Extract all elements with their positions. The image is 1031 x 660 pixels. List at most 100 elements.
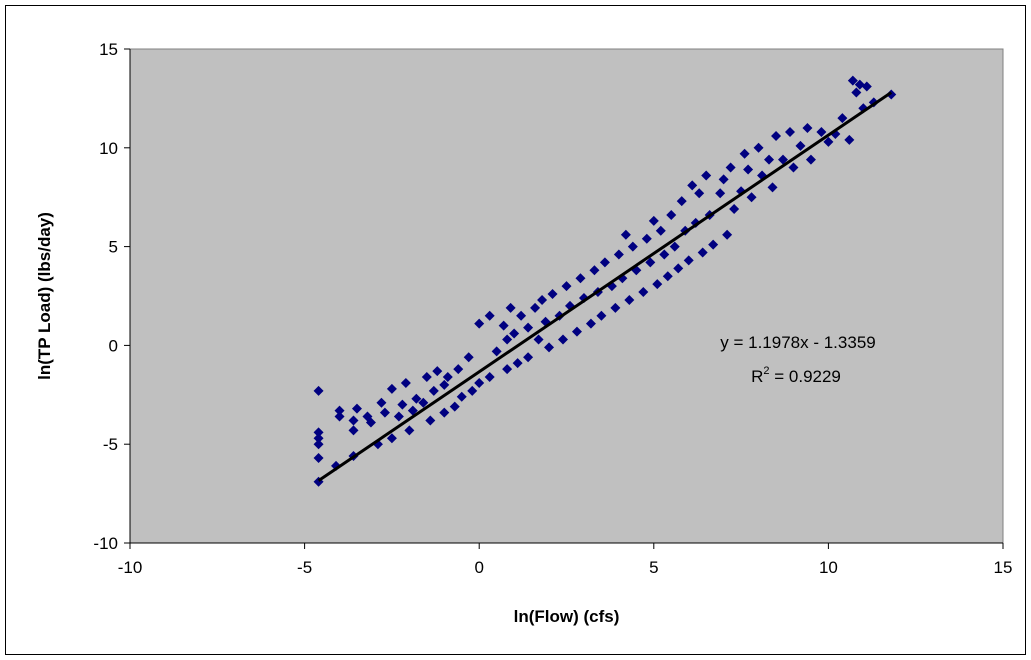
data-point (746, 192, 757, 203)
data-point (627, 241, 638, 252)
x-tick-label: 15 (994, 558, 1013, 577)
data-point (854, 79, 865, 90)
data-point (715, 188, 726, 199)
x-axis-title: ln(Flow) (cfs) (514, 607, 620, 626)
data-point (313, 427, 324, 438)
data-point (739, 148, 750, 159)
data-point (456, 391, 467, 402)
data-point (386, 383, 397, 394)
data-point (348, 425, 359, 436)
data-point (334, 405, 345, 416)
data-point (596, 310, 607, 321)
data-point (365, 417, 376, 428)
data-point (673, 263, 684, 274)
data-point (491, 346, 502, 357)
trendline (317, 91, 893, 482)
data-point (512, 358, 523, 369)
data-point (376, 397, 387, 408)
data-point (523, 352, 534, 363)
data-point (683, 255, 694, 266)
data-point (393, 411, 404, 422)
data-point (432, 366, 443, 377)
data-point (718, 174, 729, 185)
points-layer (313, 75, 897, 487)
data-point (407, 405, 418, 416)
data-point (348, 415, 359, 426)
data-point (467, 385, 478, 396)
chart-frame: -10 -5 0 5 10 15 -10 -5 0 5 10 15 y = 1.1978x - 1.3… (5, 5, 1026, 655)
x-tick-label: -10 (118, 558, 143, 577)
data-point (676, 196, 687, 207)
data-point (558, 334, 569, 345)
data-point (795, 140, 806, 151)
data-point (516, 310, 527, 321)
data-point (474, 377, 485, 388)
data-point (784, 126, 795, 137)
data-point (659, 249, 670, 260)
data-point (641, 233, 652, 244)
data-point (753, 142, 764, 153)
data-point (442, 372, 453, 383)
data-point (418, 397, 429, 408)
data-point (729, 204, 740, 215)
x-tick-label: -5 (297, 558, 312, 577)
data-point (589, 265, 600, 276)
data-point (439, 379, 450, 390)
axes-layer: -10 -5 0 5 10 15 -10 -5 0 5 10 15 (93, 40, 1012, 577)
scatter-chart: -10 -5 0 5 10 15 -10 -5 0 5 10 15 y = 1.1978x - 1.3… (35, 40, 1012, 626)
y-tick-label: 15 (99, 40, 118, 59)
data-point (484, 372, 495, 383)
data-point (662, 271, 673, 282)
data-point (638, 287, 649, 298)
data-point (610, 302, 621, 313)
data-point (502, 334, 513, 345)
data-point (523, 322, 534, 333)
data-point (453, 364, 464, 375)
x-tick-label: 5 (649, 558, 658, 577)
data-point (767, 182, 778, 193)
y-tick-label: -5 (103, 435, 118, 454)
data-point (694, 188, 705, 199)
data-point (771, 130, 782, 141)
data-point (379, 407, 390, 418)
data-point (823, 136, 834, 147)
data-point (620, 229, 631, 240)
plot-area (129, 48, 1004, 544)
data-point (439, 407, 450, 418)
x-tick-label: 0 (474, 558, 483, 577)
data-point (498, 320, 509, 331)
data-point (351, 403, 362, 414)
data-point (669, 241, 680, 252)
data-point (805, 154, 816, 165)
data-point (687, 180, 698, 191)
data-point (851, 87, 862, 98)
data-point (397, 399, 408, 410)
data-point (544, 342, 555, 353)
data-point (886, 89, 897, 100)
data-point (599, 257, 610, 268)
data-point (313, 453, 324, 464)
data-point (701, 170, 712, 181)
r-squared-prefix: R (751, 367, 763, 386)
data-point (652, 279, 663, 290)
data-point (624, 294, 635, 305)
data-point (613, 249, 624, 260)
data-point (666, 209, 677, 220)
data-point (411, 393, 422, 404)
data-point (816, 126, 827, 137)
data-point (743, 164, 754, 175)
data-point (313, 433, 324, 444)
data-point (509, 328, 520, 339)
data-point (463, 352, 474, 363)
data-point (571, 326, 582, 337)
data-point (764, 154, 775, 165)
data-point (428, 385, 439, 396)
data-point (847, 75, 858, 86)
data-point (861, 81, 872, 92)
data-point (645, 257, 656, 268)
data-point (484, 310, 495, 321)
data-point (788, 162, 799, 173)
data-point (844, 134, 855, 145)
data-point (404, 425, 415, 436)
r-squared-value: = 0.9229 (770, 367, 841, 386)
